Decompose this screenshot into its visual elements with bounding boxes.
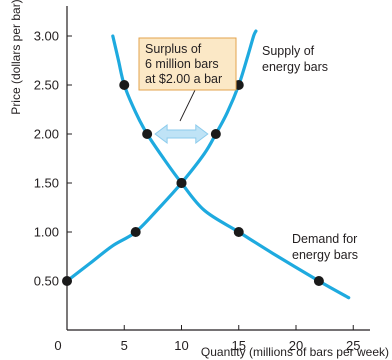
demand-label-line-1: Demand for bbox=[292, 232, 357, 246]
callout-box bbox=[138, 37, 237, 91]
supply-point bbox=[210, 129, 221, 139]
supply-point bbox=[130, 227, 141, 237]
y-tick-label: 1.50 bbox=[34, 176, 59, 191]
surplus-arrow-group bbox=[154, 124, 209, 144]
callout-line-2: 6 million bars bbox=[145, 57, 219, 71]
supply-curve bbox=[65, 29, 258, 283]
supply-label-line-1: Supply of bbox=[262, 44, 315, 58]
callout-line-1: Surplus of bbox=[145, 42, 202, 56]
x-tick-label: 5 bbox=[121, 338, 128, 353]
supply-point bbox=[62, 276, 72, 286]
x-tick-label: 0 bbox=[54, 338, 61, 353]
surplus-callout: Surplus of 6 million bars at $2.00 a bar bbox=[138, 37, 237, 122]
y-tick-label: 0.50 bbox=[34, 274, 59, 289]
supply-curve-label: Supply of energy bars bbox=[262, 44, 328, 74]
data-points bbox=[62, 80, 324, 286]
y-tick-label: 2.50 bbox=[34, 78, 59, 93]
x-tick-label: 15 bbox=[232, 338, 246, 353]
y-tick-label: 2.00 bbox=[34, 127, 59, 142]
demand-point bbox=[176, 178, 187, 188]
demand-point bbox=[233, 227, 244, 237]
x-tick-label: 25 bbox=[346, 338, 360, 353]
supply-label-line-2: energy bars bbox=[262, 60, 328, 74]
demand-point bbox=[142, 129, 153, 139]
demand-point bbox=[313, 276, 324, 286]
x-axis-title: Quantity (millions of bars per week) bbox=[201, 345, 389, 359]
surplus-arrow bbox=[154, 124, 209, 144]
callout-line-3: at $2.00 a bar bbox=[145, 72, 222, 86]
demand-curve-label: Demand for energy bars bbox=[292, 232, 358, 262]
y-tick-label: 3.00 bbox=[34, 29, 59, 44]
x-tick-label: 20 bbox=[289, 338, 303, 353]
demand-label-line-2: energy bars bbox=[292, 248, 358, 262]
callout-pointer bbox=[179, 85, 198, 122]
axis-ticks: 0.50 1.00 1.50 2.00 2.50 3.00 0 5 10 15 20 25 bbox=[34, 29, 361, 354]
demand-point bbox=[119, 80, 130, 90]
y-axis-title: Price (dollars per bar) bbox=[9, 0, 23, 115]
y-tick-label: 1.00 bbox=[34, 225, 59, 240]
x-tick-label: 10 bbox=[174, 338, 188, 353]
